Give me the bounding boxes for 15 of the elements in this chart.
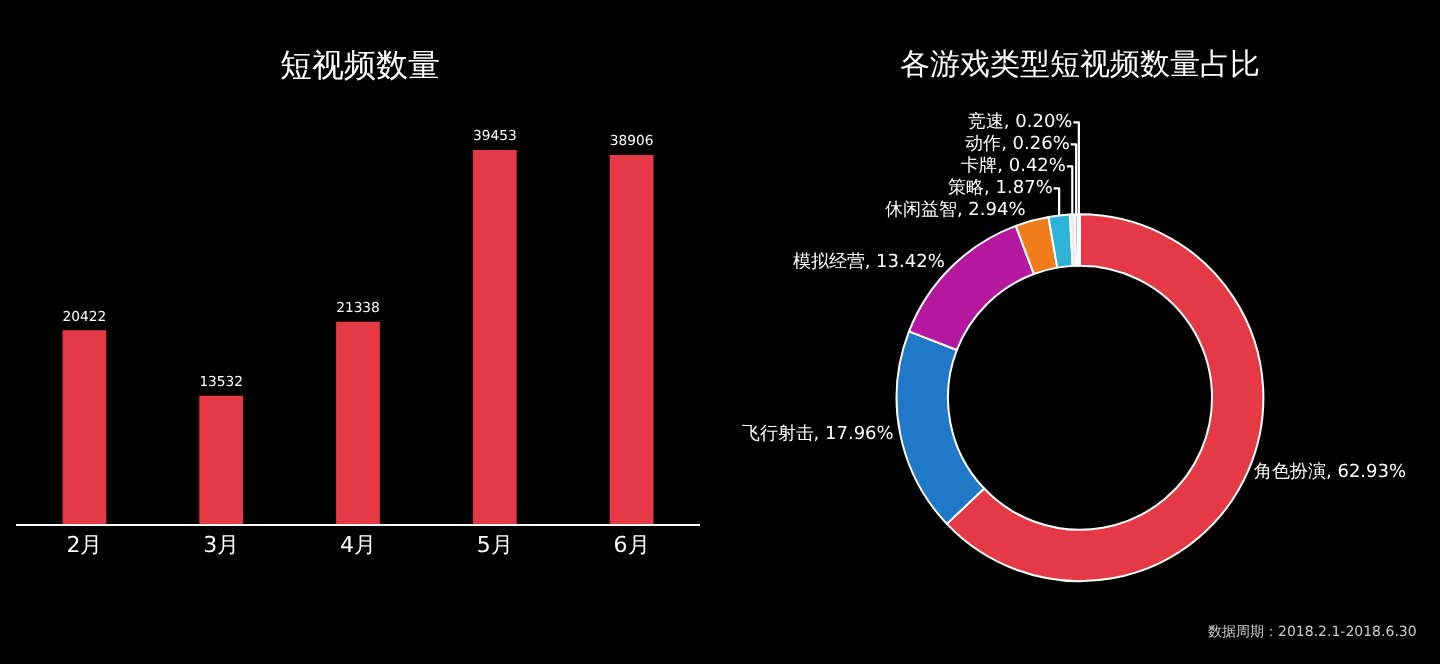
x-tick-label: 3月 <box>203 532 240 559</box>
chart-title: 短视频数量 <box>280 45 440 84</box>
slice-label: 动作, 0.26% <box>965 133 1071 156</box>
x-tick-label: 2月 <box>66 532 103 559</box>
slice-label: 策略, 1.87% <box>948 177 1054 200</box>
slice-label: 飞行射击, 17.96% <box>741 422 895 445</box>
slice-label: 休闲益智, 2.94% <box>884 199 1027 222</box>
slice-label: 角色扮演, 62.93% <box>1253 460 1407 483</box>
chart-title: 各游戏类型短视频数量占比 <box>900 46 1260 83</box>
x-tick-label: 5月 <box>476 532 513 559</box>
slice-label: 模拟经营, 13.42% <box>792 250 946 273</box>
x-tick-label: 4月 <box>340 532 376 559</box>
slice-label: 竞速, 0.20% <box>967 111 1074 134</box>
x-tick-label: 6月 <box>613 532 650 559</box>
slice-label: 卡牌, 0.42% <box>961 155 1067 178</box>
